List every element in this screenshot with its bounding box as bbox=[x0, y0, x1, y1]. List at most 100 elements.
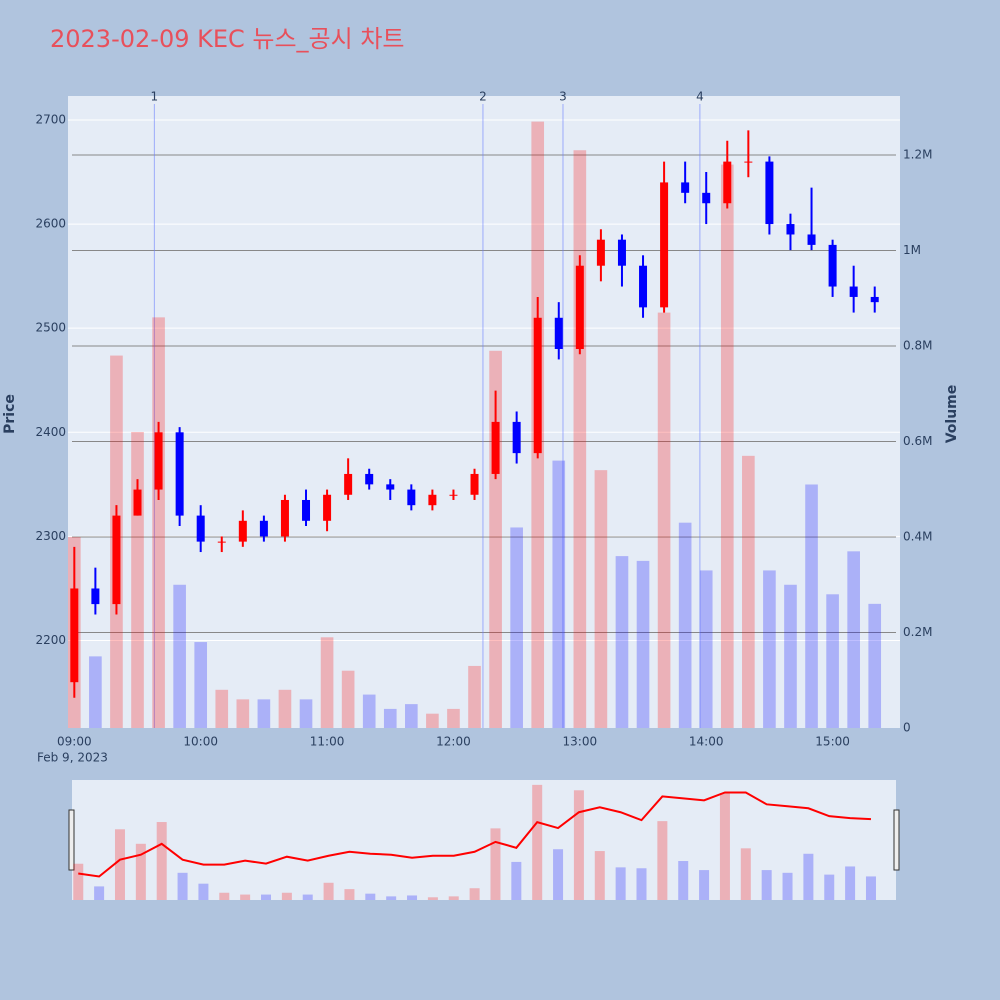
y2-tick-label: 0.8M bbox=[903, 339, 932, 353]
slider-volume-bar bbox=[553, 849, 564, 900]
date-label: Feb 9, 2023 bbox=[37, 751, 108, 765]
plot-area bbox=[68, 96, 900, 728]
y-tick-label: 2700 bbox=[35, 112, 66, 126]
slider-volume-bar bbox=[678, 861, 689, 900]
volume-bar bbox=[447, 708, 460, 728]
candle-body bbox=[365, 473, 374, 485]
candle-body bbox=[323, 494, 332, 521]
candle-body bbox=[238, 520, 247, 542]
y2-tick-label: 1.2M bbox=[903, 148, 932, 162]
slider-volume-bar bbox=[240, 894, 251, 900]
volume-bar bbox=[552, 460, 566, 728]
candle-body bbox=[849, 286, 858, 297]
slider-volume-bar bbox=[532, 784, 543, 900]
candle-body bbox=[596, 239, 605, 266]
y2-tick-label: 1M bbox=[903, 243, 921, 257]
slider-volume-bar bbox=[302, 894, 313, 900]
volume-bar bbox=[173, 584, 186, 728]
slider-volume-bar bbox=[740, 848, 751, 900]
volume-bar bbox=[763, 570, 776, 728]
candle-body bbox=[870, 296, 879, 303]
y-tick-label: 2500 bbox=[35, 321, 66, 335]
slider-volume-bar bbox=[448, 896, 459, 900]
volume-bar bbox=[742, 455, 755, 728]
candle-body bbox=[765, 161, 774, 225]
candle-body bbox=[575, 265, 584, 350]
candle-body bbox=[302, 499, 311, 521]
slider-handle[interactable] bbox=[893, 809, 900, 871]
slider-volume-bar bbox=[156, 822, 167, 900]
news-label: 2 bbox=[479, 90, 487, 104]
candle-body bbox=[133, 489, 142, 516]
slider-volume-bar bbox=[386, 896, 397, 900]
volume-bar bbox=[194, 642, 208, 728]
x-tick-label: 10:00 bbox=[183, 735, 218, 749]
slider-price-line bbox=[78, 791, 872, 878]
slider-volume-bar bbox=[94, 886, 105, 900]
news-label: 1 bbox=[151, 90, 159, 104]
candle-body bbox=[196, 515, 205, 542]
volume-bar bbox=[699, 570, 713, 728]
candle-body bbox=[217, 541, 226, 543]
volume-bar bbox=[573, 150, 587, 728]
candle-body bbox=[470, 473, 479, 495]
volume-bar bbox=[152, 317, 165, 728]
slider-volume-bar bbox=[803, 853, 814, 900]
volume-bar bbox=[426, 713, 439, 728]
candle-body bbox=[154, 432, 163, 490]
candle-body bbox=[723, 161, 732, 204]
slider-volume-bar bbox=[573, 790, 584, 900]
candle-body bbox=[617, 239, 626, 266]
candle-body bbox=[112, 515, 121, 605]
news-label: 4 bbox=[696, 90, 704, 104]
x-tick-label: 13:00 bbox=[563, 735, 598, 749]
slider-volume-bar bbox=[114, 829, 125, 900]
slider-volume-bar bbox=[219, 892, 230, 900]
slider-volume-bar bbox=[824, 874, 835, 900]
chart-title: 2023-02-09 KEC 뉴스_공시 차트 bbox=[50, 25, 405, 53]
candle-body bbox=[702, 192, 711, 204]
volume-bar bbox=[826, 594, 839, 728]
slider-volume-bar bbox=[490, 828, 501, 900]
slider-volume-bar bbox=[594, 851, 605, 900]
slider-volume-bar bbox=[198, 883, 209, 900]
candle-body bbox=[533, 317, 542, 454]
y2-axis-title: Volume bbox=[944, 385, 960, 444]
volume-bar bbox=[594, 470, 608, 728]
candle-body bbox=[554, 317, 563, 350]
candle-body bbox=[639, 265, 648, 308]
volume-bar bbox=[341, 670, 355, 728]
x-tick-label: 09:00 bbox=[57, 735, 92, 749]
slider-handle[interactable] bbox=[68, 809, 75, 871]
volume-bar bbox=[215, 689, 229, 728]
slider-volume-bar bbox=[511, 861, 522, 900]
x-tick-label: 11:00 bbox=[310, 735, 345, 749]
candle-body bbox=[175, 432, 184, 516]
candle-body bbox=[91, 588, 100, 605]
volume-bar bbox=[805, 484, 818, 728]
volume-bar bbox=[89, 656, 102, 728]
candle-body bbox=[828, 244, 837, 287]
volume-bar bbox=[468, 665, 481, 728]
y-tick-label: 2600 bbox=[35, 217, 66, 231]
volume-bar bbox=[720, 164, 734, 728]
slider-volume-bar bbox=[427, 897, 438, 900]
slider-volume-bar bbox=[469, 888, 480, 900]
candle-body bbox=[70, 588, 79, 683]
slider-volume-bar bbox=[719, 793, 730, 900]
slider-volume-bar bbox=[615, 867, 626, 900]
news-label: 3 bbox=[559, 90, 567, 104]
candle-body bbox=[428, 494, 437, 506]
candle-body bbox=[407, 489, 416, 506]
slider-volume-bar bbox=[281, 892, 292, 900]
volume-bar bbox=[678, 522, 692, 728]
volume-bar bbox=[510, 527, 523, 728]
slider-volume-bar bbox=[699, 870, 710, 900]
volume-bar bbox=[383, 708, 397, 728]
volume-bar bbox=[868, 603, 882, 728]
candle-body bbox=[807, 234, 816, 245]
candle-body bbox=[491, 421, 500, 474]
range-slider[interactable] bbox=[72, 780, 896, 900]
volume-bar bbox=[657, 312, 671, 728]
